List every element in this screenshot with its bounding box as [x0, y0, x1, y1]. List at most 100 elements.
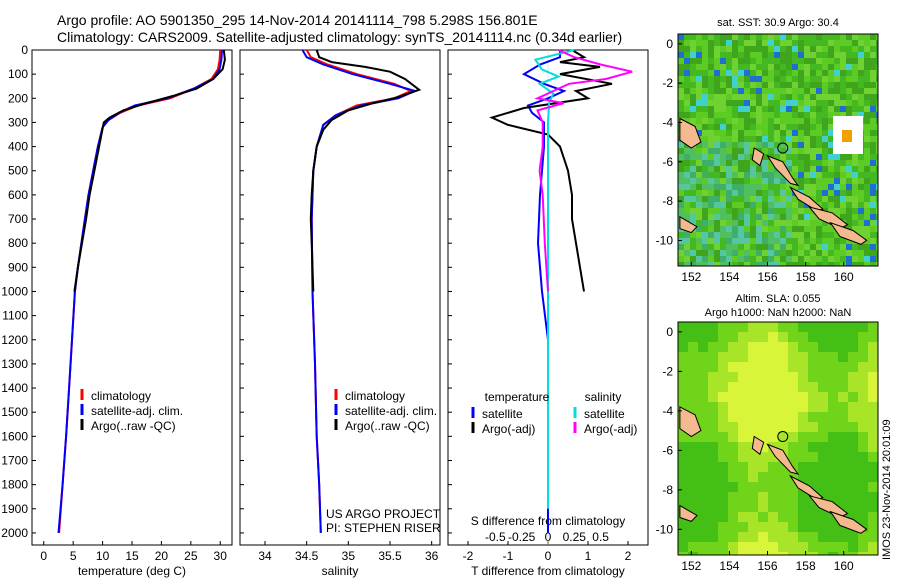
temperature-x-tick-label: 0	[40, 549, 47, 563]
temperature-x-tick-label: 30	[214, 549, 228, 563]
sst_map-frame	[677, 33, 879, 267]
map-lat-tick-label: -2	[662, 364, 673, 378]
depth-tick-label: 0	[21, 43, 28, 57]
salinity-axes-frame	[239, 49, 441, 546]
salinity-x-tick-label: 34.5	[295, 549, 319, 563]
coastline-island	[766, 443, 800, 475]
temperature-axes-frame	[31, 49, 233, 546]
depth-tick-label: 500	[8, 164, 28, 178]
depth-tick-label: 1400	[1, 381, 28, 395]
temperature-x-tick-label: 25	[184, 549, 198, 563]
sst-warm-patch	[842, 130, 852, 142]
map-lon-tick-label: 156	[758, 270, 778, 284]
depth-tick-label: 700	[8, 212, 28, 226]
coastline-island	[679, 406, 702, 438]
salinity-x-tick-label: 35	[342, 549, 356, 563]
sst-map-title: sat. SST: 30.9 Argo: 30.4	[717, 17, 839, 29]
map-lon-tick-label: 160	[834, 559, 854, 573]
salinity-series-satellite-adj-clim-	[301, 49, 418, 533]
depth-tick-label: 600	[8, 188, 28, 202]
coastline-island	[808, 206, 849, 230]
depth-tick-label: 300	[8, 115, 28, 129]
salinity-diff-tick-label: 0.5	[592, 530, 609, 544]
coastline-island	[808, 494, 849, 519]
salinity-diff-tick-label: -0.25	[508, 530, 536, 544]
map-lat-tick-label: -4	[662, 404, 673, 418]
temperature-x-tick-label: 15	[125, 549, 139, 563]
map-lat-tick-label: -10	[656, 522, 674, 536]
legend-label: Argo(..raw -QC)	[345, 419, 430, 433]
temperature-x-tick-label: 5	[70, 549, 77, 563]
salinity-x-tick-label: 36	[425, 549, 439, 563]
temperature-x-tick-label: 20	[155, 549, 169, 563]
coastline-island	[751, 435, 765, 456]
pi-label: PI: STEPHEN RISER	[326, 521, 441, 535]
difference-series-temperature-argo-adj-	[489, 49, 613, 292]
sst_map-heatmap	[678, 34, 878, 266]
map-lat-tick-label: 0	[666, 325, 673, 339]
depth-tick-label: 1500	[1, 405, 28, 419]
coastline-island	[679, 504, 698, 522]
argo-position-marker	[777, 431, 789, 443]
legend-label: satellite	[584, 407, 625, 421]
legend-label: Argo(-adj)	[482, 422, 535, 436]
temperature-x-axis-label: temperature (deg C)	[78, 564, 186, 578]
map-lon-tick-label: 158	[796, 270, 816, 284]
map-lon-tick-label: 156	[758, 559, 778, 573]
salinity-diff-tick-label: -0.5	[485, 530, 506, 544]
sla-map-title: Altim. SLA: 0.055	[736, 293, 821, 305]
depth-tick-label: 1200	[1, 333, 28, 347]
depth-tick-label: 100	[8, 67, 28, 81]
difference-x-tick-label: 1	[585, 549, 592, 563]
map-lat-tick-label: -8	[662, 194, 673, 208]
map-lon-tick-label: 154	[719, 270, 739, 284]
map-lat-tick-label: -8	[662, 483, 673, 497]
depth-tick-label: 400	[8, 140, 28, 154]
depth-tick-label: 200	[8, 91, 28, 105]
sla_map-frame	[677, 321, 879, 556]
legend-label: satellite-adj. clim.	[91, 404, 183, 418]
difference-x-tick-label: -2	[463, 549, 474, 563]
difference-x-tick-label: 0	[545, 549, 552, 563]
salinity-x-tick-label: 35.5	[378, 549, 402, 563]
map-lat-tick-label: -4	[662, 115, 673, 129]
legend-label: satellite-adj. clim.	[345, 404, 437, 418]
legend-header-salinity: salinity	[585, 390, 622, 404]
difference-x-tick-label: 2	[625, 549, 632, 563]
temperature-x-tick-label: 10	[96, 549, 110, 563]
coastline-island	[679, 215, 698, 234]
difference-series-salinity-argo-adj-	[534, 49, 633, 292]
depth-tick-label: 1800	[1, 478, 28, 492]
salinity-diff-tick-label: 0.25	[563, 530, 587, 544]
depth-tick-label: 800	[8, 236, 28, 250]
map-lat-tick-label: 0	[666, 37, 673, 51]
salinity-series-argo-raw-qc-	[309, 49, 422, 292]
difference-x-axis-label: T difference from climatology	[471, 564, 625, 578]
legend-label: Argo(-adj)	[584, 422, 637, 436]
map-lon-tick-label: 160	[834, 270, 854, 284]
map-lat-tick-label: -10	[656, 233, 674, 247]
depth-tick-label: 1600	[1, 429, 28, 443]
map-lon-tick-label: 152	[681, 559, 701, 573]
argo-position-marker	[777, 142, 789, 154]
map-lon-tick-label: 152	[681, 270, 701, 284]
depth-tick-label: 1000	[1, 284, 28, 298]
difference-x-tick-label: -1	[503, 549, 514, 563]
coastline-island	[751, 147, 765, 167]
map-lon-tick-label: 158	[796, 559, 816, 573]
legend-header-temperature: temperature	[485, 390, 550, 404]
depth-tick-label: 1900	[1, 502, 28, 516]
legend-label: climatology	[345, 389, 405, 403]
map-lat-tick-label: -6	[662, 443, 673, 457]
map-lat-tick-label: -6	[662, 155, 673, 169]
depth-tick-label: 1300	[1, 357, 28, 371]
temperature-series-argo-raw-qc-	[73, 49, 226, 292]
salinity-x-axis-label: salinity	[322, 564, 359, 578]
salinity-x-tick-label: 34	[258, 549, 272, 563]
depth-tick-label: 1100	[2, 309, 28, 323]
coastline-island	[829, 221, 868, 245]
coastline-island	[766, 154, 800, 187]
sla_map-heatmap	[678, 322, 878, 555]
project-label: US ARGO PROJECT	[326, 507, 441, 521]
